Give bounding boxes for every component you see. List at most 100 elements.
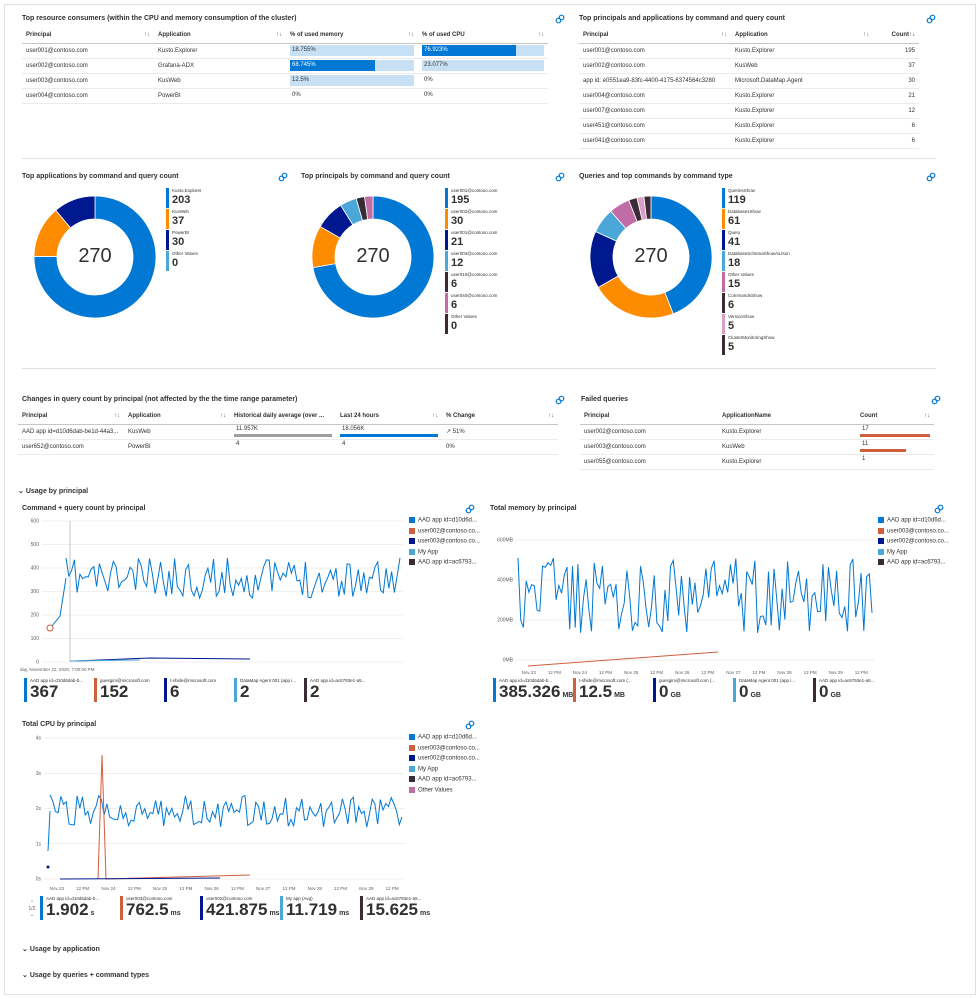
pin-icon[interactable]: [555, 14, 565, 24]
legend-item[interactable]: DatabaseSchemaShowAsJson 18: [722, 251, 822, 273]
table-row[interactable]: user004@contoso.com Kusto.Explorer 21: [579, 88, 919, 104]
stat-tile[interactable]: user002@contoso.com 421.875 ms: [200, 896, 280, 922]
stat-tile[interactable]: t-shide@microsoft.com (... 12.5 MB: [573, 678, 649, 704]
col-cpu[interactable]: % of used CPU ↑↓: [418, 27, 548, 44]
stat-tile[interactable]: user003@contoso.com 762.5 ms: [120, 896, 196, 922]
legend-item[interactable]: PowerBI 30: [166, 230, 246, 252]
chevron-up-icon[interactable]: ⌃: [29, 900, 35, 906]
col-count[interactable]: Count↑↓: [856, 408, 934, 425]
series-point[interactable]: [46, 865, 50, 869]
usage-by-principal-toggle[interactable]: ⌄ Usage by principal: [18, 488, 89, 495]
col-count[interactable]: Count↑↓: [873, 27, 919, 44]
table-row[interactable]: user002@contoso.com Kusto.Explorer 17: [580, 424, 934, 440]
stat-tile[interactable]: AAD app id=ac6793e1-a5... 2: [304, 678, 370, 704]
legend-item[interactable]: Other Values 15: [722, 272, 822, 294]
stat-tile[interactable]: t-shide@microsoft.com 6: [164, 678, 230, 704]
legend-item[interactable]: Other Values: [409, 786, 453, 793]
legend-item[interactable]: CommandsShow 6: [722, 293, 822, 315]
legend-item[interactable]: Query 41: [722, 230, 822, 252]
pin-icon[interactable]: [555, 172, 565, 182]
donut-slice[interactable]: [597, 275, 674, 319]
legend-item[interactable]: user002@contoso.co...: [409, 527, 480, 534]
table-row[interactable]: user003@contoso.com KusWeb 11: [580, 439, 934, 455]
stat-tile[interactable]: AAD app id=d10d6dab-b... 385.326 MB: [493, 678, 573, 704]
legend-item[interactable]: Kusto.Explorer 203: [166, 188, 246, 210]
legend-item[interactable]: user040@contoso.com 6: [445, 293, 525, 315]
col-principal[interactable]: Principal: [580, 408, 718, 425]
donut-slice[interactable]: [312, 195, 435, 319]
table-row[interactable]: app id: e0551ea9-83fc-4400-4175-6374564c…: [579, 73, 919, 89]
pin-icon[interactable]: [465, 720, 475, 730]
col-last-24h[interactable]: Last 24 hours ↑↓: [336, 408, 442, 425]
table-row[interactable]: user001@contoso.com Kusto.Explorer 18.755%…: [22, 43, 548, 59]
legend-item[interactable]: AAD app id=ac6793...: [409, 776, 477, 783]
table-row[interactable]: AAD app id=d10d6dab-be1d-44a3... KusWeb 11…: [18, 424, 558, 440]
legend-item[interactable]: Other Values 0: [166, 251, 246, 273]
series-line[interactable]: [517, 557, 873, 633]
legend-item[interactable]: My App: [409, 765, 438, 772]
table-row[interactable]: user002@contoso.com KusWeb 37: [579, 58, 919, 74]
series-line[interactable]: [65, 557, 401, 600]
donut-slice[interactable]: [643, 195, 652, 220]
table-row[interactable]: user451@contoso.com Kusto.Explorer 6: [579, 118, 919, 134]
usage-by-application-toggle[interactable]: ⌄ Usage by application: [22, 946, 100, 953]
legend-item[interactable]: VersionShow 5: [722, 314, 822, 336]
col-principal[interactable]: Principal ↑↓: [22, 27, 154, 44]
table-row[interactable]: user004@contoso.com PowerBI 0% 0%: [22, 88, 548, 104]
legend-item[interactable]: user003@contoso.co...: [409, 744, 480, 751]
legend-item[interactable]: AAD app id=d10d6d...: [409, 734, 477, 741]
donut-slice[interactable]: [55, 195, 96, 229]
pin-icon[interactable]: [934, 504, 944, 514]
series-line[interactable]: [75, 657, 251, 662]
series-line[interactable]: [47, 810, 51, 852]
col-application[interactable]: Application ↑↓: [731, 27, 873, 44]
donut-slice[interactable]: [650, 195, 713, 315]
legend-item[interactable]: My App: [878, 548, 907, 555]
stat-tile[interactable]: AAD app id=d10d6dab-b... 367: [24, 678, 90, 704]
legend-item[interactable]: user002@contoso.co...: [409, 755, 480, 762]
table-row[interactable]: user652@contoso.com PowerBI 4 4 0%: [18, 439, 558, 455]
col-historical[interactable]: Historical daily average (over ...: [230, 408, 336, 425]
series-line[interactable]: [49, 794, 403, 828]
legend-item[interactable]: KusWeb 37: [166, 209, 246, 231]
pin-icon[interactable]: [931, 395, 941, 405]
series-point[interactable]: [46, 624, 54, 632]
table-row[interactable]: user055@contoso.com Kusto.Explorer 1: [580, 454, 934, 470]
legend-item[interactable]: user001@contoso.com 21: [445, 230, 525, 252]
legend-item[interactable]: My App: [409, 548, 438, 555]
pin-icon[interactable]: [926, 172, 936, 182]
legend-item[interactable]: user002@contoso.co...: [878, 538, 949, 545]
donut-slice[interactable]: [364, 195, 374, 220]
stat-tile[interactable]: AAD app id=ac6793e1-a5... 15.625 ms: [360, 896, 436, 922]
cpu-line-chart[interactable]: 4s 3s 2s 1s 0s Nov 23 12 PM Nov 24 12 PM Nov 25 12…: [20, 733, 407, 893]
table-row[interactable]: user001@contoso.com Kusto.Explorer 195: [579, 43, 919, 59]
legend-item[interactable]: QueriesShow 119: [722, 188, 822, 210]
legend-item[interactable]: AAD app id=d10d6d...: [409, 517, 477, 524]
table-row[interactable]: user007@contoso.com Kusto.Explorer 12: [579, 103, 919, 119]
stat-tile[interactable]: guesgim@microsoft.com 152: [94, 678, 160, 704]
legend-item[interactable]: Other Values 0: [445, 314, 525, 336]
chevron-down-icon[interactable]: ⌄: [29, 912, 35, 918]
series-line[interactable]: [69, 659, 141, 662]
stat-tile[interactable]: DataMap Agent 001 (app i... 2: [234, 678, 300, 704]
col-memory[interactable]: % of used memory ↑↓: [286, 27, 418, 44]
col-application[interactable]: Application ↑↓: [124, 408, 230, 425]
pin-icon[interactable]: [555, 395, 565, 405]
legend-item[interactable]: AAD app id=ac6793...: [409, 559, 477, 566]
stat-tile[interactable]: AAD app id=ac6793e1-a5... 0 GB: [813, 678, 889, 704]
legend-item[interactable]: user010@contoso.com 6: [445, 272, 525, 294]
col-principal[interactable]: Principal ↑↓: [579, 27, 731, 44]
legend-item[interactable]: user004@contoso.com 12: [445, 251, 525, 273]
legend-item[interactable]: AAD app id=d10d6d...: [878, 517, 946, 524]
stat-tile[interactable]: AAD app id=d10d6dab-b... 1.902 s: [40, 896, 116, 922]
stat-tile[interactable]: My app (Avg) 11.719 ms: [280, 896, 356, 922]
legend-item[interactable]: user001@contoso.com 195: [445, 188, 525, 210]
stat-tile[interactable]: guesgim@microsoft.com (... 0 GB: [653, 678, 729, 704]
legend-item[interactable]: user003@contoso.co...: [878, 527, 949, 534]
series-line[interactable]: [59, 877, 221, 880]
legend-item[interactable]: ClusterMonitoringShow 5: [722, 335, 822, 357]
legend-item[interactable]: AAD app id=ac6793...: [878, 559, 946, 566]
legend-item[interactable]: user002@contoso.com 30: [445, 209, 525, 231]
table-row[interactable]: user041@contoso.com Kusto.Explorer 6: [579, 133, 919, 149]
